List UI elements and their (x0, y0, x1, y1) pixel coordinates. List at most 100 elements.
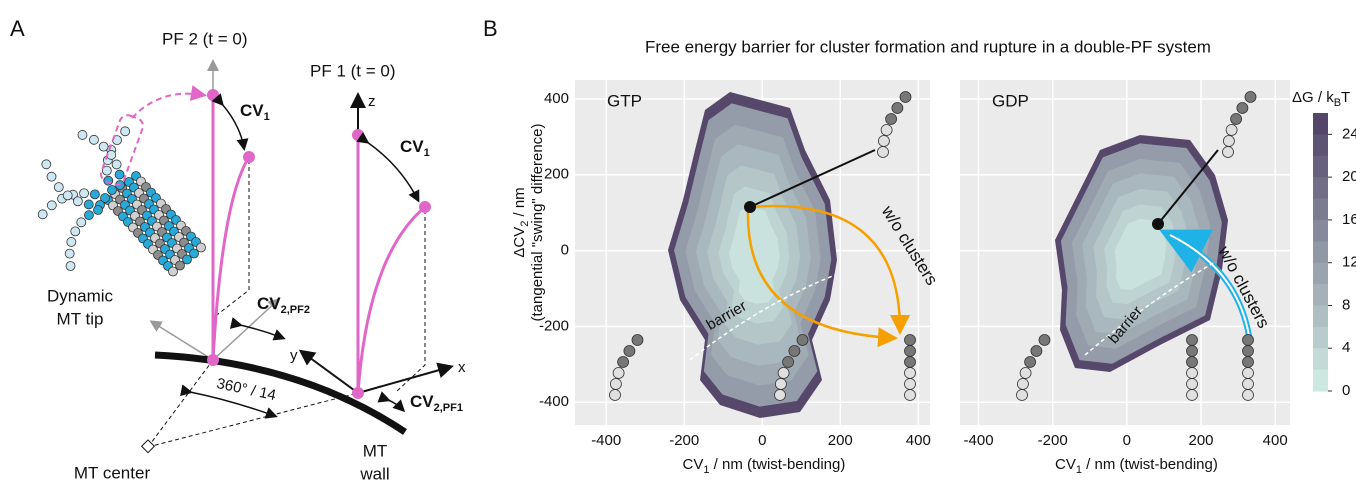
state-label: GTP (607, 91, 642, 110)
subunit (1186, 367, 1198, 379)
label-tail: / nm (twist-bending) (709, 456, 845, 473)
subunit (904, 378, 916, 390)
x-tick-label: -400 (964, 432, 994, 449)
subunit (89, 189, 100, 200)
cv1-label: CV1 (240, 101, 270, 122)
y-axis-label: ΔCV2 / nm (511, 187, 531, 257)
subunit (891, 102, 904, 114)
subunit (1186, 378, 1198, 390)
subunit (1024, 356, 1036, 368)
subunit (98, 141, 109, 152)
subunit (46, 200, 57, 211)
subunit (66, 237, 77, 247)
colorbar-band (1313, 348, 1328, 371)
plot: -400 -200 0 200 400 -400 -200 0 200 400 CV1 / nm (… (511, 80, 941, 476)
subunit (796, 334, 809, 346)
panel-label: A (10, 16, 25, 41)
label-tail: / nm (511, 187, 528, 220)
subunit (788, 345, 801, 357)
label-tail: / nm (twist-bending) (1082, 456, 1218, 473)
state-label: GDP (992, 91, 1029, 110)
subunit (1186, 334, 1198, 346)
panel-b: B Free energy barrier for cluster format… (483, 16, 1356, 476)
subunit (885, 113, 897, 125)
subunit (880, 124, 893, 136)
subunit (1225, 124, 1238, 136)
subunit (41, 159, 52, 170)
subunit (1222, 146, 1234, 158)
label-sub: 1 (424, 147, 430, 159)
label-sub: B (1334, 97, 1341, 109)
axis (357, 362, 454, 394)
colorbar-band (1313, 284, 1328, 306)
cv2-pf1-label: CV2,PF1 (410, 392, 463, 413)
label-sub: 1 (264, 111, 270, 123)
subunit (1186, 356, 1198, 368)
subunit (37, 209, 48, 220)
subunit (623, 345, 636, 357)
cv2-pf2-label: CV2,PF2 (257, 294, 310, 315)
tip-label: Dynamic (47, 286, 114, 305)
subunit (70, 226, 81, 237)
subunit (1030, 345, 1043, 357)
axis-label: y (290, 347, 298, 364)
subunit (631, 334, 644, 346)
subunit (77, 130, 88, 140)
mt-wall (154, 351, 407, 435)
subunit (1017, 378, 1029, 390)
mt-tip (37, 126, 206, 277)
subunit (168, 266, 178, 277)
colorbar-tick-label: 24 (1342, 125, 1356, 142)
axis (149, 320, 214, 361)
y-tick-label: -400 (539, 393, 569, 410)
subunit (774, 389, 786, 401)
subunit (878, 135, 890, 147)
label-main: CV (1055, 456, 1076, 473)
subunit (1016, 389, 1028, 401)
axis (298, 349, 359, 394)
subunit (53, 182, 64, 193)
pf1-label: PF 1 (t = 0) (310, 61, 396, 80)
subunit (904, 345, 916, 357)
x-tick-label: 0 (758, 432, 766, 449)
subunit (609, 389, 621, 401)
x-tick-label: -400 (591, 432, 621, 449)
cv1-label: CV1 (400, 137, 430, 158)
subunit (1236, 102, 1249, 114)
subunit (89, 134, 99, 145)
x-tick-label: -200 (669, 432, 699, 449)
subunit (904, 389, 916, 401)
subunit (100, 193, 110, 203)
label-sub: 1 (703, 464, 709, 476)
subunit (65, 261, 76, 271)
x-axis-label: CV1 / nm (twist-bending) (683, 456, 846, 476)
label-main: ΔG / k (1292, 89, 1334, 106)
subunit (103, 175, 114, 186)
contour-level (1114, 219, 1167, 291)
y-tick-label: 0 (561, 242, 569, 259)
x-tick-label: 0 (1123, 432, 1131, 449)
subunit (62, 190, 73, 201)
subunit (83, 199, 94, 210)
protofilaments (211, 95, 426, 394)
colorbar-tick-label: 8 (1342, 296, 1350, 313)
mt-center (140, 439, 156, 454)
colorbar-tick-label: 12 (1342, 254, 1356, 271)
x-tick-label: 200 (828, 432, 853, 449)
connector (1157, 149, 1219, 225)
subunit (1019, 367, 1032, 379)
subunit (196, 242, 206, 253)
subunit (610, 378, 622, 390)
colorbar-band (1313, 241, 1328, 264)
colorbar-tick-label: 20 (1342, 168, 1356, 185)
subunit (612, 367, 625, 379)
subunit (84, 210, 94, 221)
label-main: CV (240, 101, 264, 120)
subunit (101, 165, 112, 176)
colorbar-band (1313, 155, 1328, 178)
subunit (1242, 389, 1254, 401)
label-sub: 2,PF2 (281, 304, 310, 316)
subunit (1242, 356, 1254, 368)
